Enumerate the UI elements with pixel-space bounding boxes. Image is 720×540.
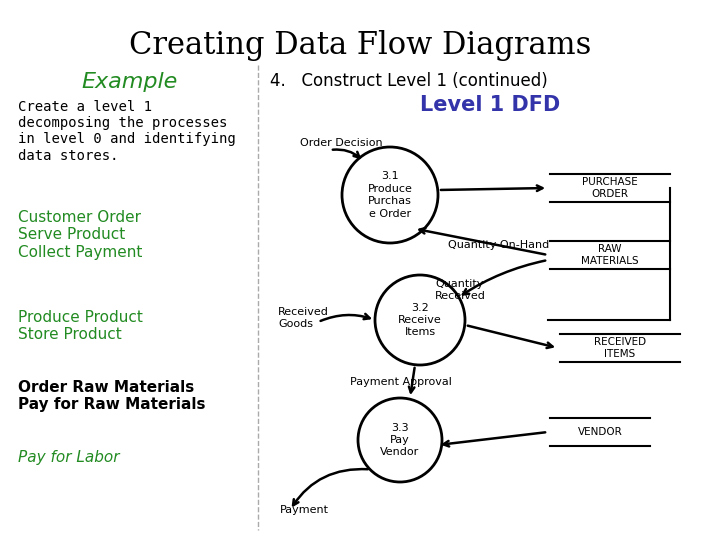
Text: Create a level 1
decomposing the processes
in level 0 and identifying
data store: Create a level 1 decomposing the process…: [18, 100, 235, 163]
Text: 3.3
Pay
Vendor: 3.3 Pay Vendor: [380, 423, 420, 457]
Text: Pay for Labor: Pay for Labor: [18, 450, 120, 465]
Text: Payment: Payment: [280, 505, 329, 515]
Text: Received
Goods: Received Goods: [278, 307, 329, 329]
Text: Produce Product
Store Product: Produce Product Store Product: [18, 310, 143, 342]
Text: Level 1 DFD: Level 1 DFD: [420, 95, 560, 115]
Text: 3.2
Receive
Items: 3.2 Receive Items: [398, 302, 442, 338]
Text: Quantity On-Hand: Quantity On-Hand: [448, 240, 549, 250]
Text: Creating Data Flow Diagrams: Creating Data Flow Diagrams: [129, 30, 591, 61]
Text: 4.   Construct Level 1 (continued): 4. Construct Level 1 (continued): [270, 72, 548, 90]
Text: Payment Approval: Payment Approval: [350, 377, 452, 387]
Text: Example: Example: [82, 72, 178, 92]
Text: PURCHASE
ORDER: PURCHASE ORDER: [582, 177, 638, 199]
Text: VENDOR: VENDOR: [577, 427, 622, 437]
Text: RAW
MATERIALS: RAW MATERIALS: [581, 244, 639, 266]
Text: Customer Order
Serve Product
Collect Payment: Customer Order Serve Product Collect Pay…: [18, 210, 143, 260]
Text: Quantity
Received: Quantity Received: [435, 279, 486, 301]
Text: RECEIVED
ITEMS: RECEIVED ITEMS: [594, 337, 646, 359]
Text: Order Decision: Order Decision: [300, 138, 382, 148]
Text: Order Raw Materials
Pay for Raw Materials: Order Raw Materials Pay for Raw Material…: [18, 380, 205, 413]
Text: 3.1
Produce
Purchas
e Order: 3.1 Produce Purchas e Order: [368, 171, 413, 219]
